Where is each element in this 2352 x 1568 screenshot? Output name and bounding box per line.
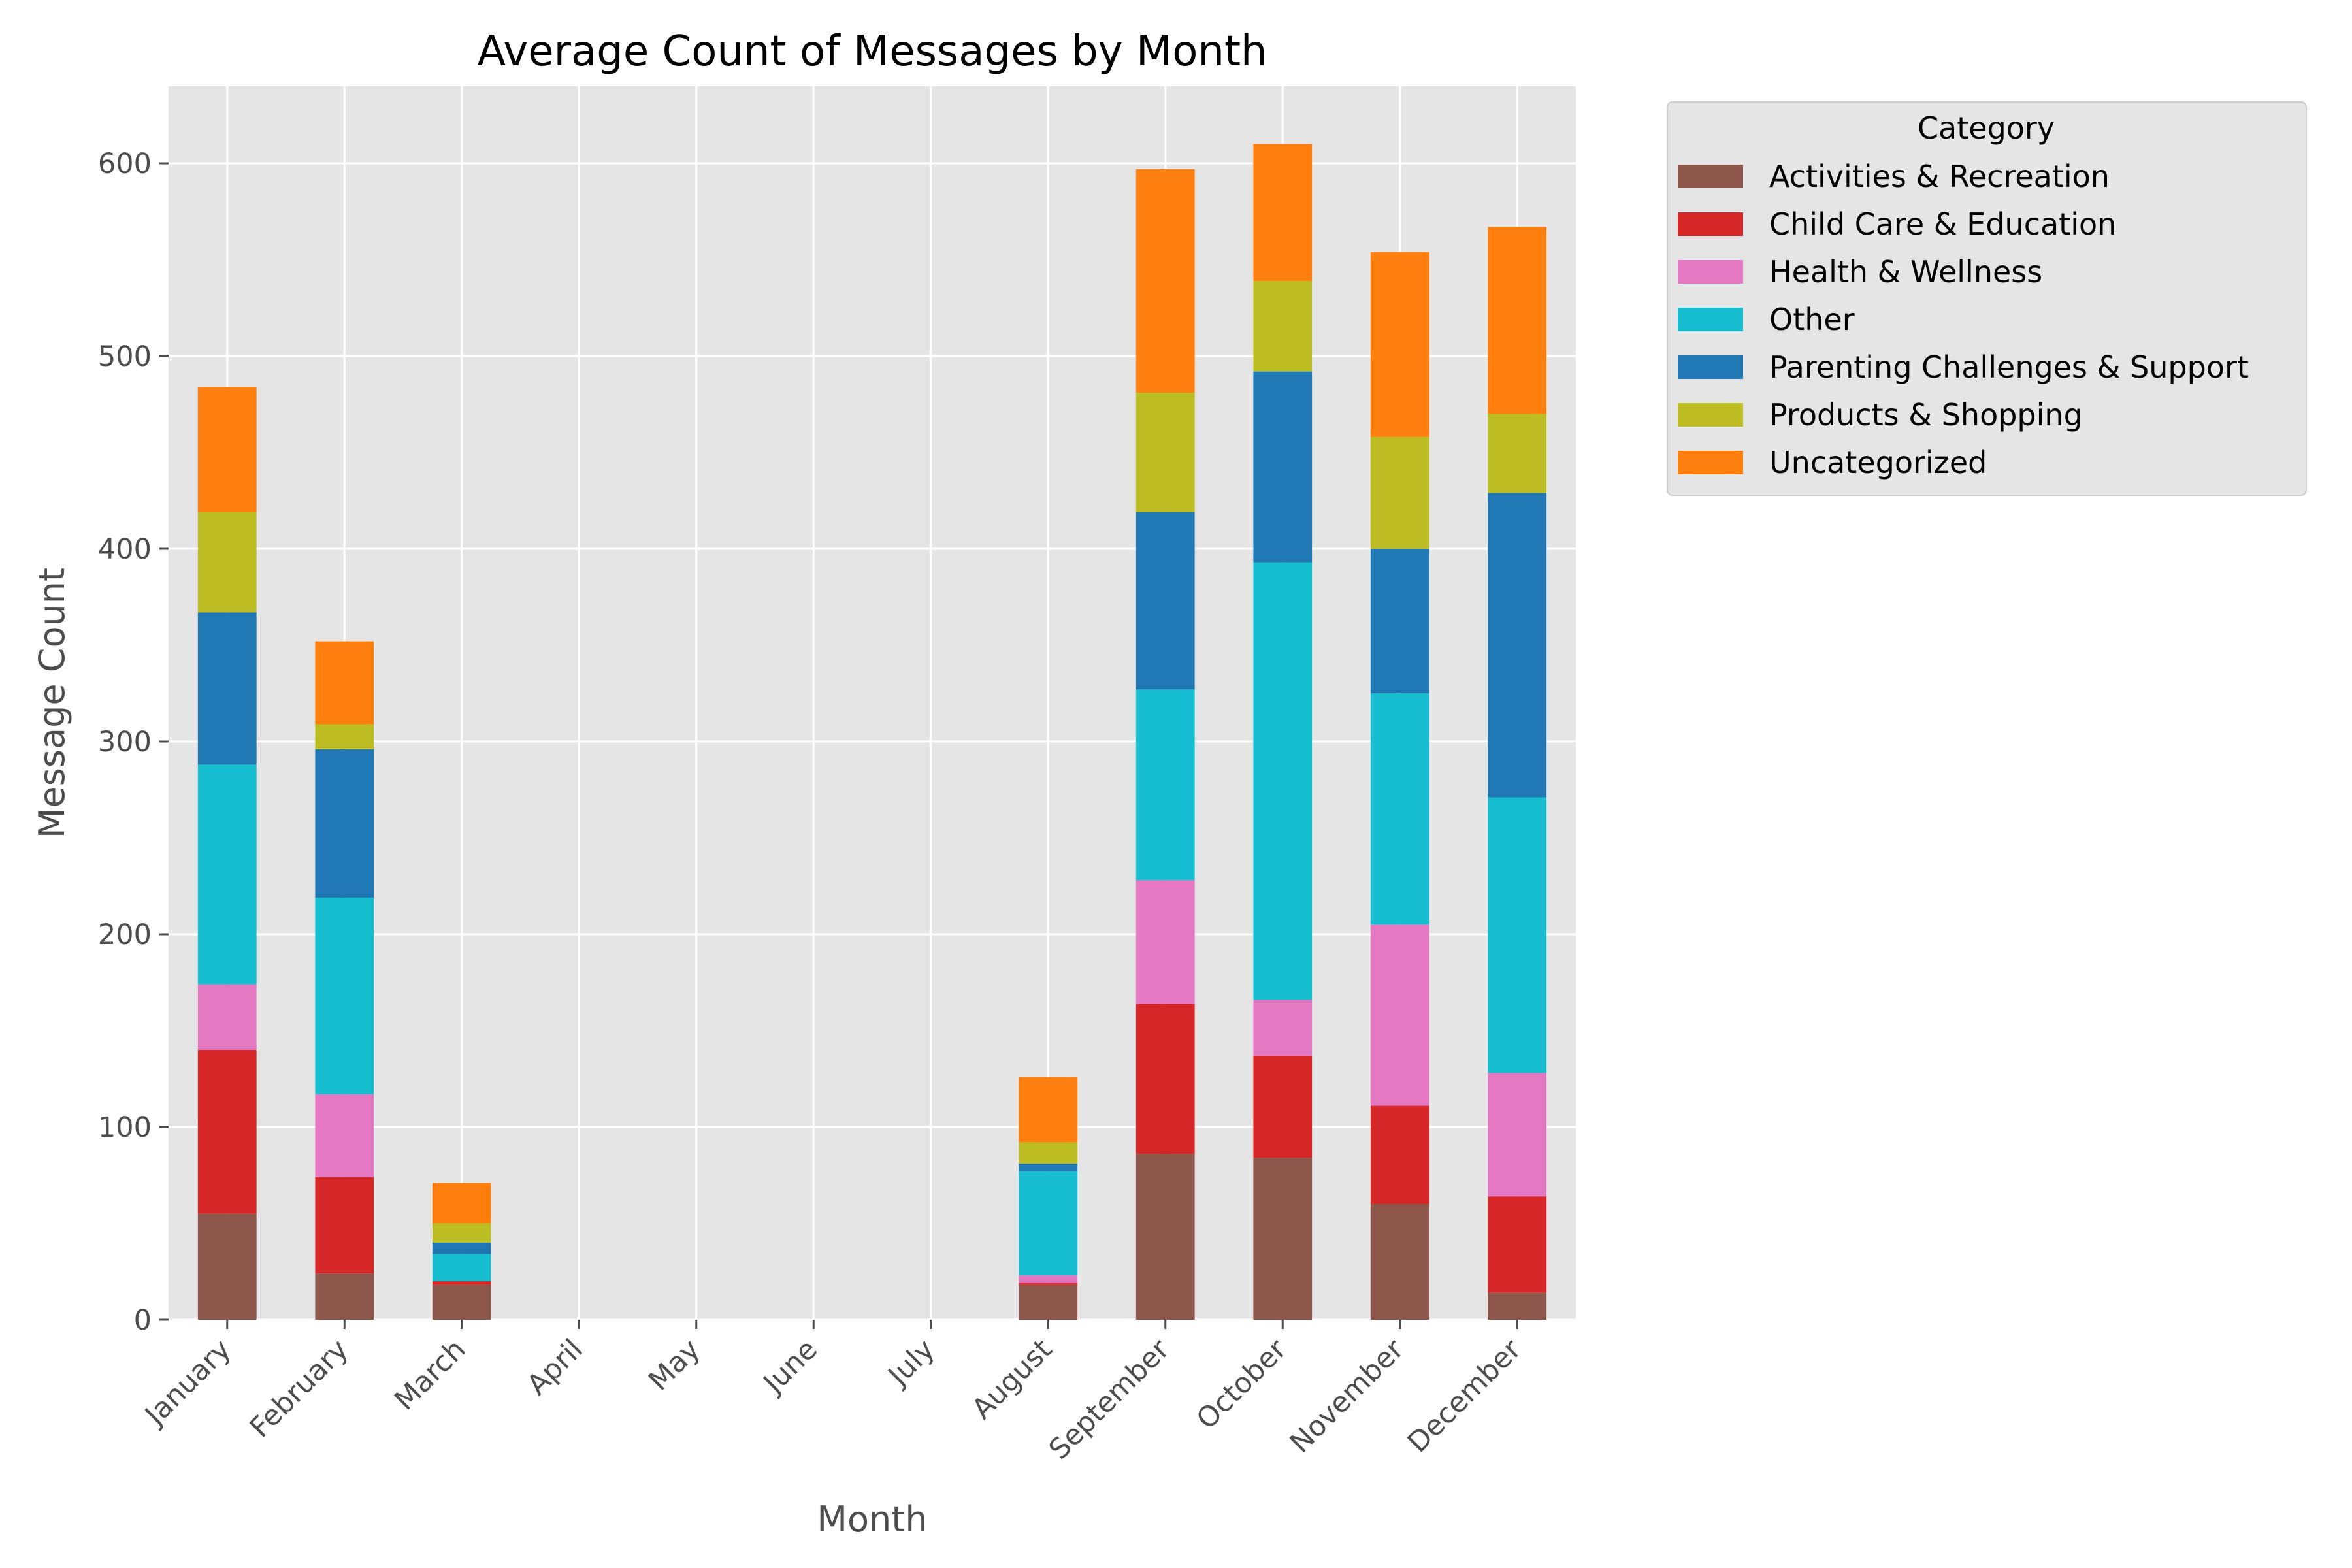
legend-swatch xyxy=(1678,165,1743,188)
legend-title: Category xyxy=(1918,110,2055,146)
bar-segment-october-6 xyxy=(1253,144,1313,281)
bar-segment-october-4 xyxy=(1253,371,1313,563)
bar-segment-january-0 xyxy=(197,1213,257,1320)
legend-swatch xyxy=(1678,355,1743,379)
bar-segment-august-3 xyxy=(1019,1171,1078,1276)
bar-segment-march-3 xyxy=(432,1254,491,1281)
y-tick-label: 300 xyxy=(98,726,152,759)
y-tick-label: 200 xyxy=(98,919,152,951)
legend-swatch xyxy=(1678,260,1743,284)
bar-segment-march-1 xyxy=(432,1281,491,1285)
plot-area xyxy=(169,86,1576,1320)
bar-segment-october-5 xyxy=(1253,280,1313,372)
bar-segment-august-4 xyxy=(1019,1164,1078,1171)
legend-swatch xyxy=(1678,403,1743,427)
bar-segment-august-0 xyxy=(1019,1284,1078,1320)
chart-title: Average Count of Messages by Month xyxy=(477,27,1267,76)
bar-segment-december-5 xyxy=(1488,414,1547,493)
bar-segment-november-3 xyxy=(1370,693,1429,925)
y-axis-label: Message Count xyxy=(31,568,73,838)
bar-segment-november-5 xyxy=(1370,436,1429,549)
legend-label: Products & Shopping xyxy=(1769,397,2083,433)
bar-segment-january-6 xyxy=(197,387,257,512)
bar-segment-december-2 xyxy=(1488,1073,1547,1197)
bar-segment-september-6 xyxy=(1135,169,1195,393)
bar-segment-february-2 xyxy=(315,1094,374,1177)
bar-segment-january-5 xyxy=(197,512,257,613)
bar-segment-october-3 xyxy=(1253,562,1313,1000)
bar-segment-january-4 xyxy=(197,612,257,765)
bar-segment-august-2 xyxy=(1019,1275,1078,1283)
bar-segment-february-5 xyxy=(315,724,374,749)
bar-segment-october-1 xyxy=(1253,1055,1313,1158)
bar-segment-september-4 xyxy=(1135,512,1195,690)
bar-segment-february-4 xyxy=(315,749,374,898)
bar-segment-january-1 xyxy=(197,1050,257,1214)
bar-segment-september-0 xyxy=(1135,1154,1195,1320)
bar-segment-november-4 xyxy=(1370,549,1429,694)
legend-label: Health & Wellness xyxy=(1769,254,2042,289)
bars xyxy=(197,144,1547,1320)
bar-segment-december-6 xyxy=(1488,227,1547,414)
bar-segment-august-1 xyxy=(1019,1282,1078,1285)
legend-label: Activities & Recreation xyxy=(1769,159,2110,194)
bar-segment-september-2 xyxy=(1135,880,1195,1004)
y-tick-label: 600 xyxy=(98,148,152,180)
y-tick-label: 100 xyxy=(98,1111,152,1144)
legend-label: Child Care & Education xyxy=(1769,206,2116,242)
bar-segment-march-5 xyxy=(432,1223,491,1243)
legend-label: Other xyxy=(1769,302,1855,337)
bar-segment-october-0 xyxy=(1253,1158,1313,1320)
bar-segment-august-6 xyxy=(1019,1077,1078,1143)
legend-swatch xyxy=(1678,212,1743,236)
legend-label: Parenting Challenges & Support xyxy=(1769,350,2249,385)
bar-segment-february-3 xyxy=(315,897,374,1094)
bar-segment-march-4 xyxy=(432,1243,491,1254)
y-axis-ticks: 0 100 200 300 400 500 600 xyxy=(98,148,169,1337)
x-axis-label: Month xyxy=(817,1499,927,1540)
bar-segment-november-6 xyxy=(1370,252,1429,437)
bar-segment-november-2 xyxy=(1370,924,1429,1106)
bar-segment-march-0 xyxy=(432,1284,491,1320)
bar-segment-september-5 xyxy=(1135,393,1195,512)
legend-label: Uncategorized xyxy=(1769,445,1987,480)
bar-segment-february-1 xyxy=(315,1177,374,1274)
bar-segment-february-6 xyxy=(315,641,374,725)
y-tick-label: 500 xyxy=(98,340,152,373)
bar-segment-october-2 xyxy=(1253,1000,1313,1056)
bar-segment-february-0 xyxy=(315,1273,374,1320)
bar-segment-august-5 xyxy=(1019,1142,1078,1164)
legend: Category Activities & Recreation Child Ca… xyxy=(1667,101,2307,496)
bar-segment-december-0 xyxy=(1488,1292,1547,1320)
y-tick-label: 0 xyxy=(134,1304,152,1337)
bar-segment-march-6 xyxy=(432,1183,491,1224)
bar-segment-january-2 xyxy=(197,984,257,1050)
legend-swatch xyxy=(1678,451,1743,474)
bar-segment-november-0 xyxy=(1370,1204,1429,1320)
legend-items: Activities & Recreation Child Care & Educ… xyxy=(1678,159,2249,480)
bar-segment-december-4 xyxy=(1488,493,1547,798)
bar-segment-december-3 xyxy=(1488,797,1547,1073)
bar-segment-november-1 xyxy=(1370,1105,1429,1204)
bar-segment-january-3 xyxy=(197,764,257,985)
bar-segment-september-3 xyxy=(1135,689,1195,881)
legend-box xyxy=(1667,101,2307,496)
legend-swatch xyxy=(1678,308,1743,331)
bar-segment-september-1 xyxy=(1135,1004,1195,1154)
bar-segment-december-1 xyxy=(1488,1196,1547,1293)
y-tick-label: 400 xyxy=(98,533,152,566)
